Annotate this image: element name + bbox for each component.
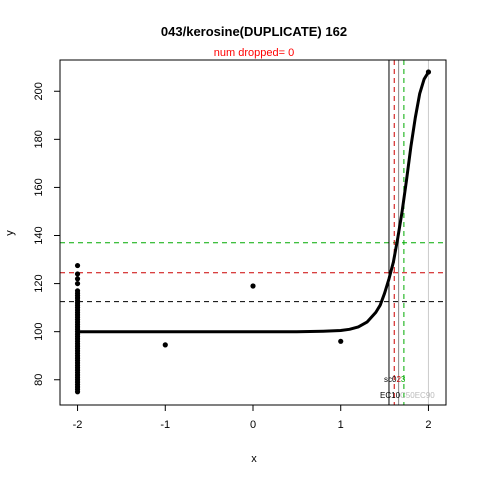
ec10-label: EC10 bbox=[380, 391, 401, 400]
y-tick-label: 80 bbox=[33, 374, 45, 386]
y-tick-label: 140 bbox=[33, 226, 45, 244]
score-value-green: 3 bbox=[401, 375, 406, 384]
data-point bbox=[338, 338, 344, 344]
fit-curve bbox=[77, 71, 430, 334]
fit-curve-layer bbox=[77, 71, 430, 334]
ec50-label: C50 bbox=[400, 391, 415, 400]
x-axis: -2 -1 0 1 2 bbox=[73, 404, 432, 431]
score-value-black: 0 bbox=[392, 375, 397, 384]
data-point bbox=[74, 280, 81, 287]
ec-annotation: EC10C50EC90 bbox=[380, 391, 435, 400]
x-tick-label: 0 bbox=[250, 419, 256, 431]
chart-title: 043/kerosine(DUPLICATE) 162 bbox=[161, 24, 347, 39]
y-tick-label: 200 bbox=[33, 82, 45, 100]
data-point bbox=[74, 389, 81, 395]
ec90-label: EC90 bbox=[415, 391, 436, 400]
x-axis-label: x bbox=[251, 453, 257, 465]
x-tick-label: 2 bbox=[425, 419, 431, 431]
y-tick-label: 160 bbox=[33, 178, 45, 196]
data-point bbox=[162, 342, 168, 348]
score-annotation: sc023 bbox=[384, 375, 406, 384]
x-tick-label: -1 bbox=[160, 419, 170, 431]
score-label: sc bbox=[384, 375, 392, 384]
data-point bbox=[250, 283, 256, 289]
x-tick-label: 1 bbox=[338, 419, 344, 431]
y-tick-label: 180 bbox=[33, 130, 45, 148]
y-axis: 80 100 120 140 160 180 200 bbox=[33, 82, 61, 386]
data-point bbox=[74, 271, 81, 277]
data-point bbox=[74, 262, 81, 269]
chart-subtitle: num dropped= 0 bbox=[214, 47, 294, 59]
data-point bbox=[425, 69, 432, 75]
reference-lines bbox=[60, 60, 446, 405]
data-points bbox=[74, 69, 432, 395]
x-tick-label: -2 bbox=[73, 419, 83, 431]
plot-frame bbox=[59, 59, 447, 406]
y-axis-label: y bbox=[4, 230, 16, 236]
y-tick-label: 120 bbox=[33, 274, 45, 292]
y-tick-label: 100 bbox=[33, 322, 45, 340]
score-value-red: 2 bbox=[396, 375, 401, 384]
data-point bbox=[74, 276, 81, 282]
